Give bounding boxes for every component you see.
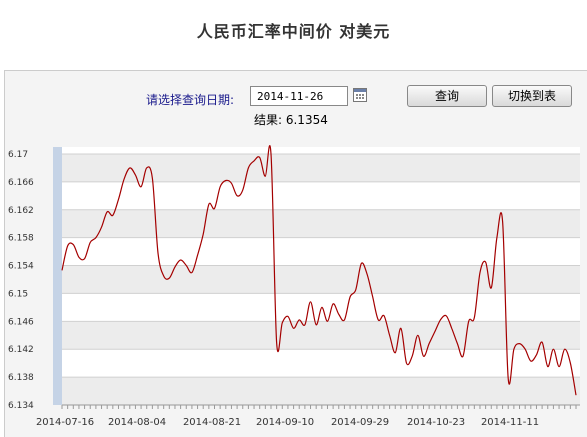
x-tick-label: 2014-09-29	[331, 417, 389, 428]
date-input[interactable]	[250, 86, 348, 106]
y-tick-label: 6.154	[8, 262, 34, 272]
plot-band	[62, 209, 580, 238]
y-tick-label: 6.17	[8, 150, 28, 160]
result-text: 结果: 6.1354	[254, 113, 328, 127]
grid-lines	[62, 153, 580, 406]
plot-band	[62, 321, 580, 350]
x-tick-label: 2014-11-11	[481, 417, 539, 428]
y-tick-label: 6.134	[8, 401, 34, 411]
exchange-rate-chart: 6.17 6.166 6.162 6.158 6.154 6.15 6.146 6.142 6.…	[8, 144, 580, 428]
rate-series-line	[61, 144, 577, 396]
x-axis: 2014-07-16 2014-08-04 2014-08-21 2014-09-10…	[36, 404, 580, 428]
switch-to-table-button[interactable]: 切换到表	[492, 85, 572, 107]
y-tick-label: 6.142	[8, 345, 34, 355]
y-axis: 6.17 6.166 6.162 6.158 6.154 6.15 6.146 6.142 6.…	[8, 147, 62, 411]
y-tick-label: 6.158	[8, 234, 34, 244]
y-tick-label: 6.162	[8, 206, 34, 216]
y-axis-bar	[53, 147, 62, 405]
x-tick-label: 2014-09-10	[256, 417, 314, 428]
plot-band	[62, 265, 580, 294]
x-tick-label: 2014-08-21	[183, 417, 241, 428]
x-tick-label: 2014-08-04	[108, 417, 166, 428]
y-tick-label: 6.138	[8, 373, 34, 383]
query-date-label: 请选择查询日期:	[146, 93, 235, 107]
plot-band	[62, 153, 580, 182]
plot-band	[62, 377, 580, 405]
calendar-icon[interactable]	[353, 88, 367, 102]
y-tick-label: 6.146	[8, 317, 34, 327]
query-button[interactable]: 查询	[407, 85, 487, 107]
y-tick-label: 6.166	[8, 178, 34, 188]
y-tick-label: 6.15	[8, 289, 28, 299]
x-tick-label: 2014-10-23	[407, 417, 465, 428]
x-tick-label: 2014-07-16	[36, 417, 94, 428]
page-title: 人民币汇率中间价 对美元	[196, 22, 391, 41]
